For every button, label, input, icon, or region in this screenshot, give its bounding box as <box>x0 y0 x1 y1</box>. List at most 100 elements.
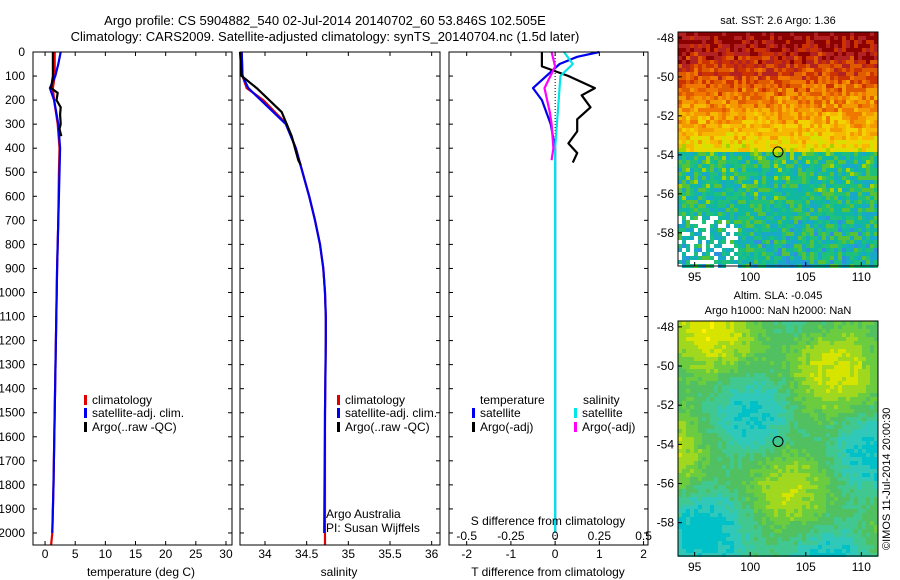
t-difference-label: T difference from climatology <box>471 565 625 579</box>
temperature-x-label: temperature (deg C) <box>87 565 195 579</box>
argo-location-marker <box>772 435 784 447</box>
lat-tick-label: -50 <box>657 70 675 84</box>
lat-tick-label: -58 <box>657 516 675 530</box>
depth-tick-label: 100 <box>5 69 25 83</box>
depth-tick-label: 1600 <box>0 430 25 444</box>
lat-tick-label: -48 <box>657 320 675 334</box>
plot-frame <box>32 51 233 546</box>
x-tick-label: 34 <box>258 547 272 561</box>
sla-map-title: Altim. SLA: -0.045 <box>733 290 823 302</box>
lat-tick-label: -48 <box>657 31 675 45</box>
s-tick-label: 0 <box>552 529 559 543</box>
lat-tick-label: -52 <box>657 398 675 412</box>
depth-tick-label: 800 <box>5 237 25 251</box>
depth-tick-label: 600 <box>5 189 25 203</box>
depth-tick-label: 1000 <box>0 285 25 299</box>
x-tick-label: 36 <box>425 547 439 561</box>
x-tick-label: 5 <box>72 547 79 561</box>
depth-tick-label: 2000 <box>0 526 25 540</box>
depth-tick-label: 1800 <box>0 478 25 492</box>
depth-tick-label: 1500 <box>0 406 25 420</box>
legend-climatology-swatch <box>84 395 87 405</box>
legend-climatology-label: climatology <box>345 393 405 407</box>
x-tick-label: 30 <box>219 547 233 561</box>
salinity-x-label: salinity <box>321 565 358 579</box>
argo-temperature-line <box>49 52 63 137</box>
legend-temp-argo-swatch <box>472 422 475 432</box>
s-tick-label: 0.25 <box>588 529 612 543</box>
s-tick-label: -0.5 <box>456 529 477 543</box>
lat-tick-label: -54 <box>657 148 675 162</box>
sst-map-title: sat. SST: 2.6 Argo: 1.36 <box>720 15 836 27</box>
x-tick-label: 0 <box>42 547 49 561</box>
depth-tick-label: 1700 <box>0 454 25 468</box>
s-tick-label: -0.25 <box>497 529 525 543</box>
x-tick-label: 0 <box>552 547 559 561</box>
depth-tick-label: 1900 <box>0 502 25 516</box>
plot-frame <box>448 51 649 546</box>
lon-tick-label: 110 <box>852 270 871 284</box>
depth-tick-label: 700 <box>5 213 25 227</box>
x-tick-label: 35.5 <box>378 547 402 561</box>
depth-tick-label: 900 <box>5 261 25 275</box>
sla-map-subtitle: Argo h1000: NaN h2000: NaN <box>704 305 852 317</box>
x-tick-label: 34.5 <box>295 547 319 561</box>
x-tick-label: 15 <box>129 547 143 561</box>
depth-tick-label: 1100 <box>0 310 25 324</box>
depth-tick-label: 1400 <box>0 382 25 396</box>
lon-tick-label: 100 <box>740 270 760 284</box>
map-frame <box>677 31 879 267</box>
sal-argo-diff-line <box>543 51 557 161</box>
lon-tick-label: 100 <box>740 560 760 574</box>
legend-argo-label: Argo(..raw -QC) <box>345 420 430 434</box>
pi-label: PI: Susan Wijffels <box>326 521 420 535</box>
map-frame <box>677 320 879 557</box>
imos-timestamp-label: ©IMOS 11-Jul-2014 20:00:30 <box>881 407 893 550</box>
depth-tick-label: 500 <box>5 165 25 179</box>
depth-tick-label: 1300 <box>0 358 25 372</box>
s-tick-label: 0.5 <box>635 529 652 543</box>
legend-satellite-adj-swatch <box>337 408 340 418</box>
legend-sal-argo-label: Argo(-adj) <box>582 420 635 434</box>
lat-tick-label: -56 <box>657 187 675 201</box>
lat-tick-label: -58 <box>657 226 675 240</box>
legend-salinity-header: salinity <box>583 393 620 407</box>
depth-tick-label: 400 <box>5 141 25 155</box>
sal-satellite-diff-line <box>553 51 574 533</box>
legend-temp-satellite-swatch <box>472 408 475 418</box>
legend-temp-argo-label: Argo(-adj) <box>480 420 533 434</box>
x-tick-label: 2 <box>640 547 647 561</box>
x-tick-label: -2 <box>461 547 472 561</box>
lon-tick-label: 105 <box>796 270 816 284</box>
legend-argo-label: Argo(..raw -QC) <box>92 420 177 434</box>
legend-argo-swatch <box>84 422 87 432</box>
figure-title-line1: Argo profile: CS 5904882_540 02-Jul-2014… <box>104 13 546 28</box>
s-difference-label: S difference from climatology <box>471 514 626 528</box>
legend-argo-swatch <box>337 422 340 432</box>
lon-tick-label: 105 <box>796 560 816 574</box>
argo-location-marker <box>772 146 784 158</box>
lat-tick-label: -52 <box>657 109 675 123</box>
temp-argo-diff-line <box>540 52 597 164</box>
legend-temp-satellite-label: satellite <box>480 406 521 420</box>
depth-tick-label: 0 <box>18 45 25 59</box>
lon-tick-label: 95 <box>688 560 702 574</box>
satellite-temperature-line <box>48 51 62 534</box>
legend-sal-satellite-label: satellite <box>582 406 623 420</box>
x-tick-label: 35 <box>342 547 356 561</box>
lat-tick-label: -54 <box>657 437 675 451</box>
depth-tick-label: 300 <box>5 117 25 131</box>
legend-temperature-header: temperature <box>480 393 545 407</box>
figure-title-line2: Climatology: CARS2009. Satellite-adjuste… <box>70 29 580 44</box>
lat-tick-label: -50 <box>657 359 675 373</box>
depth-tick-label: 1200 <box>0 334 25 348</box>
legend-climatology-label: climatology <box>92 393 152 407</box>
legend-satellite-adj-label: satellite-adj. clim. <box>92 406 184 420</box>
lon-tick-label: 110 <box>852 560 871 574</box>
plot-frame <box>239 51 441 546</box>
